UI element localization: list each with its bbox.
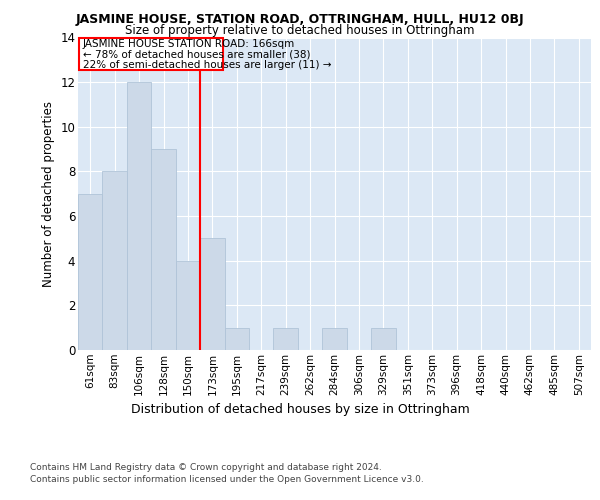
- Text: JASMINE HOUSE, STATION ROAD, OTTRINGHAM, HULL, HU12 0BJ: JASMINE HOUSE, STATION ROAD, OTTRINGHAM,…: [76, 12, 524, 26]
- FancyBboxPatch shape: [79, 38, 223, 70]
- Text: Contains public sector information licensed under the Open Government Licence v3: Contains public sector information licen…: [30, 475, 424, 484]
- Bar: [371, 328, 395, 350]
- Bar: [127, 82, 151, 350]
- Text: Size of property relative to detached houses in Ottringham: Size of property relative to detached ho…: [125, 24, 475, 37]
- Bar: [78, 194, 103, 350]
- Bar: [200, 238, 224, 350]
- Bar: [322, 328, 347, 350]
- Text: Contains HM Land Registry data © Crown copyright and database right 2024.: Contains HM Land Registry data © Crown c…: [30, 462, 382, 471]
- Text: 22% of semi-detached houses are larger (11) →: 22% of semi-detached houses are larger (…: [83, 60, 331, 70]
- Bar: [151, 149, 176, 350]
- Y-axis label: Number of detached properties: Number of detached properties: [41, 101, 55, 287]
- Bar: [176, 260, 200, 350]
- Text: Distribution of detached houses by size in Ottringham: Distribution of detached houses by size …: [131, 402, 469, 415]
- Bar: [224, 328, 249, 350]
- Text: ← 78% of detached houses are smaller (38): ← 78% of detached houses are smaller (38…: [83, 50, 310, 59]
- Bar: [274, 328, 298, 350]
- Bar: [103, 172, 127, 350]
- Text: JASMINE HOUSE STATION ROAD: 166sqm: JASMINE HOUSE STATION ROAD: 166sqm: [83, 39, 295, 49]
